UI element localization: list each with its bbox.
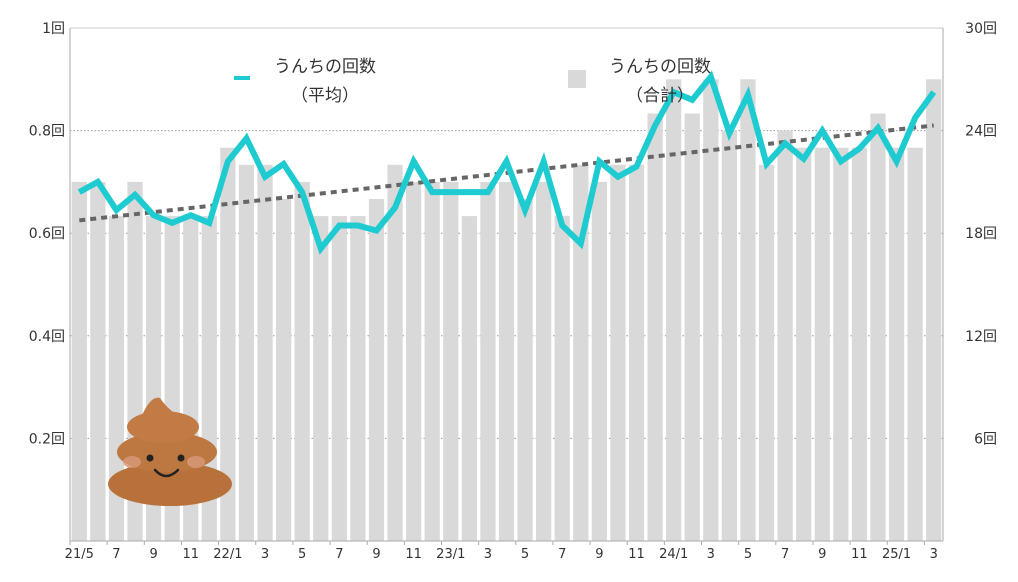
x-tick-label: 3 (707, 547, 715, 562)
x-tick-label: 24/1 (659, 547, 688, 562)
bar (498, 181, 515, 541)
bar (443, 181, 459, 541)
x-tick-label: 9 (149, 547, 157, 562)
bar (721, 130, 738, 541)
x-tick-label: 11 (628, 547, 645, 562)
x-tick-label: 5 (298, 547, 306, 562)
x-tick-label: 9 (595, 547, 603, 562)
bar (424, 181, 440, 541)
left-axis-ticks: 0.2回 0.4回 0.6回 0.8回 1回 (29, 21, 65, 447)
axes (69, 27, 944, 542)
bar (331, 216, 347, 541)
x-tick-label: 7 (112, 547, 120, 562)
right-tick-label: 24回 (965, 124, 997, 140)
bar (814, 147, 830, 541)
legend-average-label: うんちの回数 (274, 57, 376, 77)
left-tick-label: 0.4回 (29, 329, 65, 345)
bar (275, 199, 292, 541)
x-tick-label: 3 (484, 547, 492, 562)
left-tick-label: 0.6回 (29, 226, 65, 242)
bar (740, 79, 756, 542)
x-tick-label: 22/1 (213, 547, 242, 562)
average-line (77, 70, 937, 255)
left-tick-label: 1回 (42, 21, 65, 37)
x-tick-label: 11 (851, 547, 868, 562)
bar (870, 113, 886, 541)
bar (796, 147, 812, 541)
trendline-path (79, 123, 934, 223)
legend-line-marker (234, 76, 250, 80)
x-tick-label: 23/1 (436, 547, 465, 562)
bar (108, 216, 125, 541)
legend-total-sublabel: （合計） (626, 86, 694, 106)
legend-total-label: うんちの回数 (609, 57, 711, 77)
bar (591, 181, 607, 541)
bar (350, 216, 366, 541)
bar (517, 199, 533, 541)
bar (220, 147, 236, 541)
x-tick-label: 3 (930, 547, 938, 562)
bar (461, 216, 477, 541)
right-tick-label: 6回 (974, 431, 997, 447)
trendline (79, 123, 934, 223)
bar (777, 130, 793, 541)
left-tick-label: 0.2回 (29, 431, 65, 447)
bar (554, 216, 570, 541)
bar (628, 164, 645, 542)
bar (666, 79, 682, 542)
average-series-line (77, 70, 937, 255)
bar (368, 199, 385, 541)
x-tick-label: 5 (744, 547, 752, 562)
x-tick-label: 7 (558, 547, 566, 562)
bar (758, 164, 775, 542)
x-tick-label: 11 (405, 547, 422, 562)
right-tick-label: 12回 (965, 329, 997, 345)
bar (90, 181, 106, 541)
right-tick-label: 30回 (965, 21, 997, 37)
bar (536, 181, 552, 541)
bar (406, 181, 422, 541)
legend: うんちの回数 （平均） うんちの回数 （合計） (234, 57, 711, 106)
right-axis-ticks: 6回 12回 18回 24回 30回 (965, 21, 997, 447)
x-tick-label: 7 (335, 547, 343, 562)
legend-average-sublabel: （平均） (291, 86, 359, 106)
x-tick-label: 7 (781, 547, 789, 562)
x-axis-ticks: 21/5 7 9 11 22/1 3 5 7 9 11 23/1 3 5 7 9 11 24/1 3 5 7 9 11 25… (65, 541, 938, 562)
bar (907, 147, 923, 541)
x-tick-label: 11 (182, 547, 199, 562)
x-tick-label: 21/5 (65, 547, 94, 562)
bar (387, 164, 403, 542)
bar (294, 181, 310, 541)
bar (573, 164, 589, 542)
bar (71, 181, 87, 541)
legend-bar-marker (568, 70, 586, 88)
x-tick-label: 9 (372, 547, 380, 562)
poop-icon (108, 397, 232, 506)
bar (888, 147, 905, 541)
bar (238, 164, 255, 542)
x-tick-label: 25/1 (882, 547, 911, 562)
x-tick-label: 3 (261, 547, 269, 562)
right-tick-label: 18回 (965, 226, 997, 242)
bar (313, 216, 329, 541)
x-tick-label: 5 (521, 547, 529, 562)
bar (703, 79, 719, 542)
bar (851, 147, 868, 541)
bar (257, 164, 273, 542)
bar (684, 113, 700, 541)
left-tick-label: 0.8回 (29, 124, 65, 140)
bar (833, 147, 849, 541)
x-tick-label: 9 (818, 547, 826, 562)
bar (647, 113, 663, 541)
bar (480, 181, 496, 541)
bar (926, 79, 942, 542)
bar (610, 164, 626, 542)
